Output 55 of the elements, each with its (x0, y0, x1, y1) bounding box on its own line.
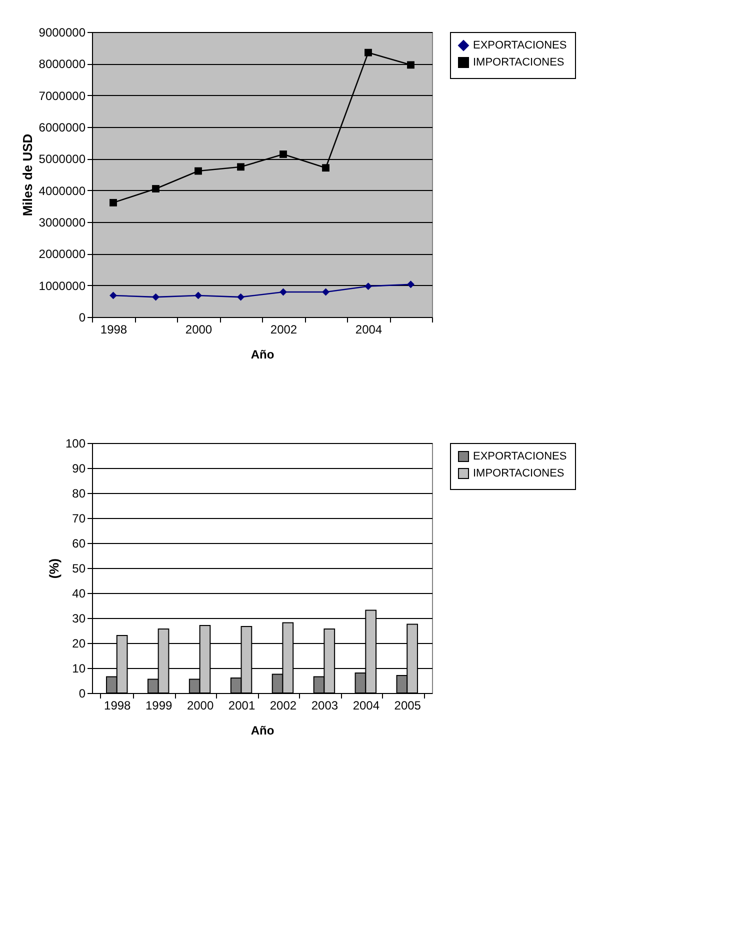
y-tick-label: 1000000 (38, 278, 86, 293)
y-tick-label: 70 (72, 512, 86, 526)
y-tick-label: 0 (78, 686, 86, 700)
x-tick-label: 2001 (228, 698, 256, 712)
x-axis-title: Año (250, 348, 274, 362)
y-tick-label: 90 (72, 462, 86, 476)
point (280, 150, 287, 158)
x-tick-label: 2000 (186, 698, 214, 712)
x-tick-label: 1998 (104, 698, 132, 712)
y-tick-label: 60 (72, 536, 86, 550)
legend-label: IMPORTACIONES (473, 468, 564, 480)
y-tick-label: 3000000 (38, 216, 86, 230)
point (110, 198, 117, 206)
x-tick-label: 2002 (270, 698, 297, 712)
x-tick-label: 2004 (355, 322, 382, 336)
point (194, 167, 202, 175)
legend-label: IMPORTACIONES (473, 56, 564, 68)
y-tick-label: 50 (72, 562, 86, 576)
point (322, 164, 330, 172)
x-tick-label: 1999 (145, 698, 173, 712)
y-tick-label: 40 (72, 586, 86, 600)
point (407, 61, 414, 69)
legend-label: EXPORTACIONES (473, 40, 567, 52)
x-tick-label: 2000 (185, 322, 212, 336)
point (237, 163, 244, 171)
point (364, 282, 372, 290)
y-tick-label: 100 (65, 436, 86, 450)
point (152, 185, 160, 192)
y-tick-label: 80 (72, 486, 86, 500)
y-tick-label: 7000000 (38, 88, 86, 103)
point (194, 292, 202, 300)
point (364, 48, 372, 56)
y-tick-label: 10 (72, 662, 86, 676)
point (152, 293, 160, 301)
y-tick-label: 4000000 (38, 184, 86, 198)
x-axis-title: Año (250, 724, 274, 738)
y-tick-label: 20 (72, 636, 86, 650)
y-tick-label: 9000000 (38, 26, 86, 40)
y-tick-label: 6000000 (38, 120, 86, 134)
y-axis-title: Miles de USD (20, 134, 35, 216)
point (110, 292, 117, 300)
legend-label: EXPORTACIONES (473, 450, 567, 462)
y-tick-label: 0 (78, 310, 86, 324)
x-tick-label: 2003 (311, 698, 338, 712)
y-tick-label: 8000000 (38, 57, 86, 72)
y-tick-label: 5000000 (38, 152, 86, 166)
y-tick-label: 2000000 (38, 247, 86, 262)
x-tick-label: 1998 (100, 322, 128, 336)
point (237, 293, 244, 301)
y-axis-title: (%) (46, 558, 62, 579)
x-tick-label: 2002 (270, 322, 298, 336)
y-tick-label: 30 (72, 612, 86, 626)
x-tick-label: 2005 (394, 698, 422, 712)
x-tick-label: 2004 (352, 698, 380, 712)
point (407, 280, 414, 288)
